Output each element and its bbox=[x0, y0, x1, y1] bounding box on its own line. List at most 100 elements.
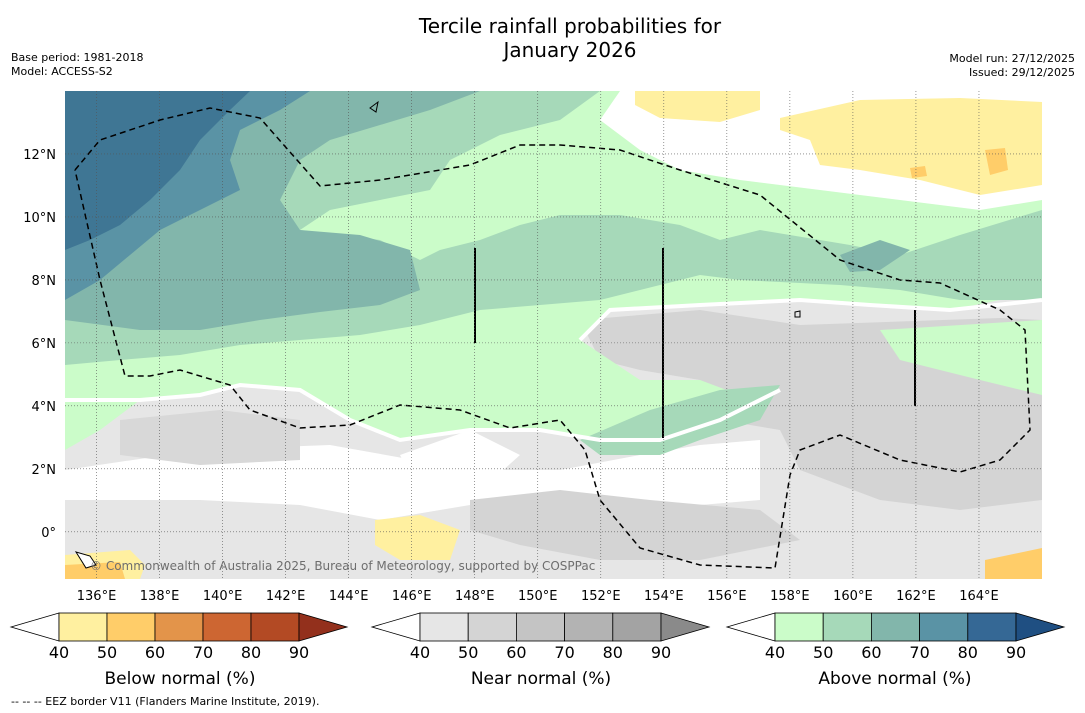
colorbar-near-segment bbox=[516, 612, 566, 642]
contour-boundary bbox=[65, 382, 781, 443]
region-above-normal-60 bbox=[840, 240, 910, 272]
colorbar-near-tick: 60 bbox=[506, 643, 526, 662]
colorbar-above-segment bbox=[919, 612, 969, 642]
colorbar-near-extend-low bbox=[370, 612, 421, 642]
lat-tick-label: 10°N bbox=[23, 211, 56, 226]
lon-tick-label: 152°E bbox=[581, 589, 621, 604]
colorbar-title-below: Below normal (%) bbox=[104, 669, 256, 689]
colorbar-below-segment bbox=[58, 612, 108, 642]
region-below-normal-50 bbox=[910, 166, 927, 178]
lat-tick-label: 8°N bbox=[32, 274, 57, 289]
colorbar-below-segment bbox=[202, 612, 252, 642]
region-below-normal-50 bbox=[65, 562, 125, 579]
colorbar-below-tick: 90 bbox=[289, 643, 309, 662]
colorbar-above-segment bbox=[871, 612, 921, 642]
colorbars: 40 50 60 70 80 90 40 50 60 70 80 90 40 50 60 70 80 90 bbox=[9, 612, 1066, 662]
colorbar-near-tick: 90 bbox=[651, 643, 671, 662]
map-plot-area bbox=[65, 91, 1042, 579]
colorbar-below-tick: 50 bbox=[97, 643, 117, 662]
longitude-labels: 136°E 138°E 140°E 142°E 144°E 146°E 148°E 150°E… bbox=[77, 589, 999, 604]
region-below-normal-50 bbox=[985, 148, 1008, 175]
base-period: Base period: 1981-2018 bbox=[11, 51, 144, 64]
lon-tick-label: 156°E bbox=[707, 589, 747, 604]
latitude-labels: 0° 2°N 4°N 6°N 8°N 10°N 12°N bbox=[23, 148, 56, 541]
lon-tick-label: 160°E bbox=[833, 589, 873, 604]
colorbar-above-tick: 40 bbox=[765, 643, 785, 662]
issued-date: Issued: 29/12/2025 bbox=[968, 66, 1075, 79]
lon-tick-label: 140°E bbox=[203, 589, 243, 604]
colorbar-near-segment bbox=[419, 612, 469, 642]
colorbar-near-segment bbox=[564, 612, 614, 642]
region-above-normal-50 bbox=[580, 385, 780, 455]
meta-left: Base period: 1981-2018 Model: ACCESS-S2 bbox=[11, 51, 143, 79]
lon-tick-label: 144°E bbox=[329, 589, 369, 604]
colorbar-below-tick: 70 bbox=[193, 643, 213, 662]
lon-tick-label: 158°E bbox=[770, 589, 810, 604]
colorbar-near-segment bbox=[612, 612, 662, 642]
colorbar-above-segment bbox=[822, 612, 872, 642]
region-below-normal-50 bbox=[985, 548, 1042, 579]
colorbar-above-tick: 50 bbox=[813, 643, 833, 662]
copyright-text: © Commonwealth of Australia 2025, Bureau… bbox=[90, 559, 595, 573]
colorbar-above-extend-high bbox=[1015, 612, 1066, 642]
colorbar-above-extend-low bbox=[725, 612, 776, 642]
region-no-category bbox=[400, 430, 520, 500]
colorbar-below-segment bbox=[154, 612, 204, 642]
colorbar-above-tick: 90 bbox=[1006, 643, 1026, 662]
lon-tick-label: 136°E bbox=[77, 589, 117, 604]
island bbox=[369, 100, 379, 113]
lon-tick-label: 164°E bbox=[959, 589, 999, 604]
colorbar-near-tick: 40 bbox=[410, 643, 430, 662]
colorbar-near-segment bbox=[467, 612, 517, 642]
model-name: Model: ACCESS-S2 bbox=[11, 65, 113, 78]
model-run: Model run: 27/12/2025 bbox=[949, 52, 1075, 65]
colorbar-near-tick: 80 bbox=[603, 643, 623, 662]
lat-tick-label: 2°N bbox=[32, 463, 57, 478]
gridlines bbox=[65, 91, 1042, 579]
colorbar-near-extend-high bbox=[660, 612, 711, 642]
colorbar-below-extend-high bbox=[298, 612, 349, 642]
island bbox=[794, 310, 801, 318]
colorbar-above-tick: 60 bbox=[861, 643, 881, 662]
region-above-normal-40 bbox=[880, 320, 1042, 395]
eez-border bbox=[74, 107, 1031, 569]
region-above-normal-40 bbox=[65, 400, 140, 450]
colorbar-near-tick: 70 bbox=[554, 643, 574, 662]
colorbar-above-tick: 80 bbox=[958, 643, 978, 662]
region-above-normal-80 bbox=[65, 91, 250, 250]
lon-tick-label: 150°E bbox=[518, 589, 558, 604]
region-near-normal-50 bbox=[470, 490, 800, 560]
colorbar-below-tick: 80 bbox=[241, 643, 261, 662]
contour-boundary bbox=[578, 297, 1042, 342]
lat-tick-label: 12°N bbox=[23, 148, 56, 163]
region-near-normal-50 bbox=[120, 410, 300, 465]
colorbar-below-tick: 40 bbox=[49, 643, 69, 662]
lon-tick-label: 146°E bbox=[392, 589, 432, 604]
lon-tick-label: 142°E bbox=[266, 589, 306, 604]
colorbar-above-tick: 70 bbox=[909, 643, 929, 662]
title-line-1: Tercile rainfall probabilities for bbox=[418, 14, 722, 38]
colorbar-below-tick: 60 bbox=[145, 643, 165, 662]
colorbar-below-segment bbox=[250, 612, 300, 642]
lat-tick-label: 0° bbox=[41, 526, 56, 541]
colorbar-below-segment bbox=[106, 612, 156, 642]
colorbar-above-segment bbox=[774, 612, 824, 642]
footer-note: -- -- -- EEZ border V11 (Flanders Marine… bbox=[11, 695, 320, 708]
lat-tick-label: 6°N bbox=[32, 337, 57, 352]
region-below-normal-40 bbox=[375, 515, 460, 560]
lon-tick-label: 154°E bbox=[644, 589, 684, 604]
lon-tick-label: 138°E bbox=[140, 589, 180, 604]
lon-tick-label: 148°E bbox=[455, 589, 495, 604]
colorbar-title-near: Near normal (%) bbox=[470, 669, 612, 689]
region-below-normal-40 bbox=[780, 98, 1042, 195]
colorbar-above-segment bbox=[967, 612, 1017, 642]
meta-right: Model run: 27/12/2025 Issued: 29/12/2025 bbox=[949, 52, 1075, 80]
map-title: Tercile rainfall probabilities for Janua… bbox=[0, 14, 1085, 62]
colorbar-near-tick: 50 bbox=[458, 643, 478, 662]
colorbar-title-above: Above normal (%) bbox=[818, 669, 972, 689]
colorbar-below-extend-low bbox=[9, 612, 60, 642]
lat-tick-label: 4°N bbox=[32, 400, 57, 415]
lon-tick-label: 162°E bbox=[896, 589, 936, 604]
island bbox=[74, 551, 97, 569]
